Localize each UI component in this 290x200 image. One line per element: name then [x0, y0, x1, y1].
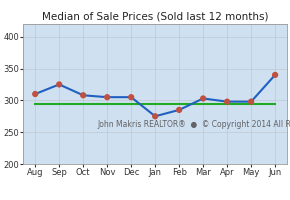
- Point: [33, 92, 37, 96]
- Point: [105, 96, 110, 99]
- Point: [249, 100, 253, 103]
- Point: [81, 94, 86, 97]
- Point: [177, 108, 182, 112]
- Point: [273, 73, 278, 77]
- Title: Median of Sale Prices (Sold last 12 months): Median of Sale Prices (Sold last 12 mont…: [42, 12, 269, 22]
- Point: [57, 83, 61, 86]
- Text: John Makris REALTOR®  ●  © Copyright 2014 All Rights Reserve...: John Makris REALTOR® ● © Copyright 2014 …: [97, 120, 290, 129]
- Point: [201, 97, 205, 100]
- Point: [129, 96, 133, 99]
- Point: [153, 115, 157, 118]
- Point: [225, 100, 229, 103]
